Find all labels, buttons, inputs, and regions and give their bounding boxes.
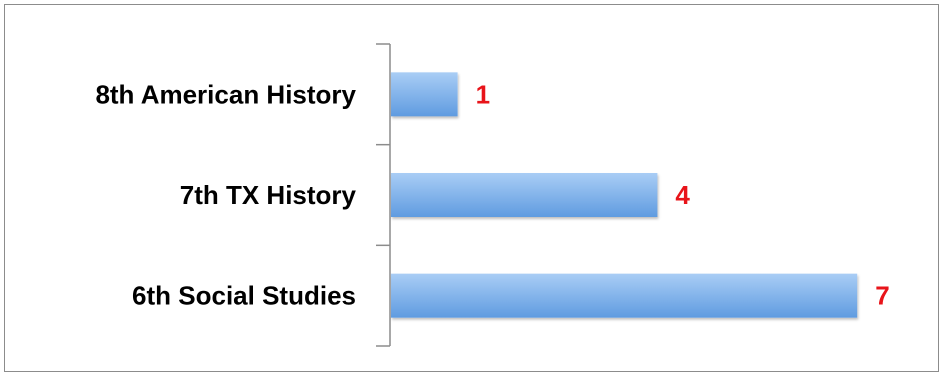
- category-labels: 8th American History 7th TX History 6th So…: [95, 79, 356, 310]
- bar-7th-tx-history: [391, 173, 658, 217]
- bars: [391, 72, 858, 318]
- category-label: 8th American History: [95, 79, 356, 109]
- value-label: 1: [476, 79, 490, 109]
- y-axis: [376, 43, 391, 347]
- bar-8th-american-history: [391, 72, 458, 117]
- bar-6th-social-studies: [391, 273, 858, 318]
- value-labels: 1 4 7: [476, 79, 890, 310]
- value-label: 7: [875, 281, 889, 311]
- category-label: 6th Social Studies: [132, 281, 356, 311]
- category-label: 7th TX History: [180, 180, 357, 210]
- value-label: 4: [675, 180, 690, 210]
